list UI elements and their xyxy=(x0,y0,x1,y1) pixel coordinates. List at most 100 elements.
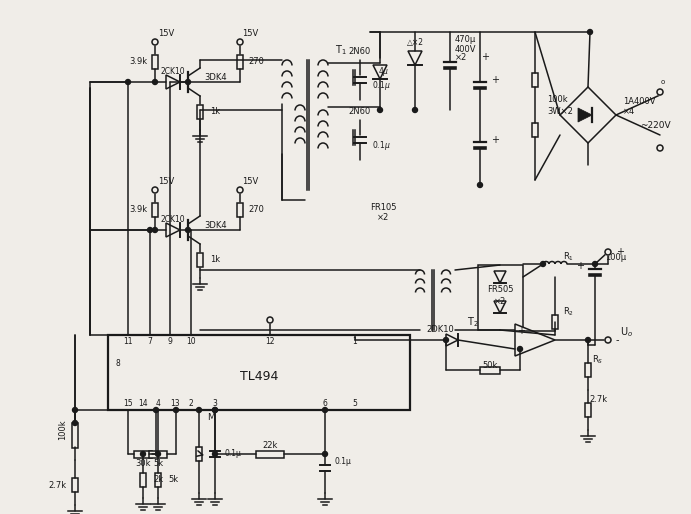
Circle shape xyxy=(185,228,191,232)
Text: 3DK4: 3DK4 xyxy=(204,72,227,82)
Circle shape xyxy=(413,107,417,113)
Text: 10: 10 xyxy=(186,338,196,346)
Bar xyxy=(532,123,538,137)
Circle shape xyxy=(153,80,158,84)
Circle shape xyxy=(126,80,131,84)
Circle shape xyxy=(592,262,598,266)
Text: -: - xyxy=(616,335,620,345)
Circle shape xyxy=(73,420,77,426)
Text: R$_2$: R$_2$ xyxy=(563,306,574,318)
Circle shape xyxy=(540,262,545,266)
Text: 30k: 30k xyxy=(135,458,151,468)
Circle shape xyxy=(213,408,218,413)
Circle shape xyxy=(152,39,158,45)
Text: 11: 11 xyxy=(123,338,133,346)
Circle shape xyxy=(173,408,178,413)
Text: 2N60: 2N60 xyxy=(349,47,371,57)
Text: 0.1μ: 0.1μ xyxy=(335,457,352,467)
Text: T$_2$: T$_2$ xyxy=(467,315,479,329)
Circle shape xyxy=(152,187,158,193)
Text: 14: 14 xyxy=(138,398,148,408)
Circle shape xyxy=(237,187,243,193)
Text: ×2: ×2 xyxy=(455,53,467,63)
Text: ×4: ×4 xyxy=(623,107,635,117)
Circle shape xyxy=(323,451,328,456)
Text: 1A400V: 1A400V xyxy=(623,97,656,105)
Text: △×2: △×2 xyxy=(406,38,424,46)
Text: o: o xyxy=(661,79,665,85)
Polygon shape xyxy=(494,271,506,283)
Text: 1k: 1k xyxy=(210,107,220,117)
Text: +: + xyxy=(491,75,499,85)
Text: 3W×2: 3W×2 xyxy=(547,107,573,117)
Circle shape xyxy=(444,338,448,342)
Text: FR105: FR105 xyxy=(370,203,396,211)
Text: ×2: ×2 xyxy=(377,212,389,222)
Text: 0.1$\mu$: 0.1$\mu$ xyxy=(372,138,390,152)
Text: 5: 5 xyxy=(352,398,357,408)
Text: 0.1μ: 0.1μ xyxy=(225,450,242,458)
Text: +: + xyxy=(491,135,499,145)
Text: 2: 2 xyxy=(189,398,193,408)
Text: 15V: 15V xyxy=(242,29,258,39)
Text: 9: 9 xyxy=(167,338,173,346)
Polygon shape xyxy=(560,87,616,143)
Text: 2.7k: 2.7k xyxy=(49,481,67,489)
Text: 3: 3 xyxy=(213,398,218,408)
Text: 100μ: 100μ xyxy=(605,252,626,262)
Text: ~220V: ~220V xyxy=(640,120,671,130)
Circle shape xyxy=(73,408,77,413)
Text: +: + xyxy=(616,247,624,257)
Circle shape xyxy=(213,451,218,456)
Text: 13: 13 xyxy=(170,398,180,408)
Text: 1k: 1k xyxy=(210,255,220,265)
Text: +: + xyxy=(576,261,584,271)
Text: 400V: 400V xyxy=(455,46,477,54)
Text: T$_1$: T$_1$ xyxy=(335,43,347,57)
Circle shape xyxy=(585,338,591,342)
Text: R$_S$: R$_S$ xyxy=(592,354,604,366)
Polygon shape xyxy=(408,51,422,65)
Text: FR505: FR505 xyxy=(486,285,513,293)
Text: 100k: 100k xyxy=(547,96,567,104)
Bar xyxy=(552,315,558,329)
Text: 4: 4 xyxy=(155,398,160,408)
Bar xyxy=(585,363,591,377)
Bar xyxy=(237,203,243,217)
Text: 15V: 15V xyxy=(158,29,174,39)
Text: 22k: 22k xyxy=(263,442,278,450)
Text: 2N60: 2N60 xyxy=(349,107,371,117)
Text: 270: 270 xyxy=(248,206,264,214)
Bar xyxy=(134,450,152,457)
Bar xyxy=(155,473,161,487)
Text: 5k: 5k xyxy=(153,458,163,468)
Circle shape xyxy=(267,317,273,323)
Bar xyxy=(197,105,203,119)
Polygon shape xyxy=(166,75,180,89)
Bar xyxy=(149,450,167,457)
Circle shape xyxy=(377,107,383,113)
Circle shape xyxy=(477,182,482,188)
Circle shape xyxy=(518,346,522,352)
Text: 15: 15 xyxy=(123,398,133,408)
Circle shape xyxy=(155,451,160,456)
Text: ×2: ×2 xyxy=(494,297,506,305)
Circle shape xyxy=(196,408,202,413)
Text: +: + xyxy=(481,52,489,62)
Circle shape xyxy=(657,89,663,95)
Circle shape xyxy=(153,408,158,413)
Text: 3.9k: 3.9k xyxy=(129,206,147,214)
Circle shape xyxy=(213,408,218,413)
Polygon shape xyxy=(494,301,506,313)
Text: 1: 1 xyxy=(352,338,357,346)
Circle shape xyxy=(153,228,158,232)
Text: 100k: 100k xyxy=(59,420,68,440)
Text: 6: 6 xyxy=(323,398,328,408)
Polygon shape xyxy=(166,223,180,237)
Bar xyxy=(478,265,523,330)
Bar xyxy=(72,478,78,492)
Text: 470μ: 470μ xyxy=(455,35,476,45)
Text: 2CK10: 2CK10 xyxy=(161,67,185,77)
Text: 7: 7 xyxy=(148,338,153,346)
Circle shape xyxy=(237,39,243,45)
